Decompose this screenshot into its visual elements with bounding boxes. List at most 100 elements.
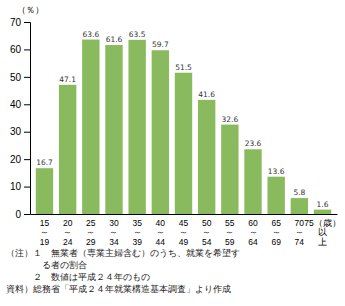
x-tick: 75（歳）以上 [304, 214, 340, 247]
x-tick: 50～54 [202, 214, 212, 247]
data-label: 47.1 [59, 75, 76, 84]
x-tick: 55～59 [225, 214, 235, 247]
x-tick: 35～39 [132, 214, 142, 247]
note: （注）１ 無業者（専業主婦含む）のうち、就業を希望す [6, 248, 240, 258]
x-tick-label-line: ～ [249, 227, 258, 237]
x-tick-label-line: ～ [63, 227, 72, 237]
bar [152, 50, 169, 214]
y-tick-label: 60 [10, 44, 22, 55]
x-tick-label-line: 55 [225, 218, 235, 228]
x-tick-label-line: 20 [63, 218, 73, 228]
x-tick-label-line: 35 [132, 218, 142, 228]
chart: 16.747.163.661.663.559.751.541.632.623.6… [0, 0, 345, 306]
x-tick-label-line: ～ [109, 227, 118, 237]
y-tick-label: 20 [10, 154, 22, 165]
x-tick-label-line: 70 [295, 218, 305, 228]
bars [36, 40, 331, 214]
y-tick-mark [24, 104, 30, 105]
x-tick-label: 35～39 [132, 218, 142, 248]
y-tick-mark [24, 132, 30, 133]
x-axis-line [31, 214, 338, 215]
y-tick: 0 [15, 209, 30, 220]
x-tick-label-line: 39 [132, 237, 142, 247]
data-label: 41.6 [198, 90, 215, 99]
x-tick-label: 75（歳）以上 [304, 218, 340, 248]
x-tick-label: 40～44 [156, 218, 166, 248]
x-tick-label-line: ～ [202, 227, 211, 237]
bar [36, 168, 53, 214]
x-tick-label-line: ～ [86, 227, 95, 237]
y-tick: 60 [10, 44, 30, 55]
x-tick-label: 30～34 [109, 218, 119, 248]
plot: 16.747.163.661.663.559.751.541.632.623.6… [10, 5, 341, 247]
x-tick: 70～74 [295, 214, 305, 247]
x-tick-label-line: 24 [63, 237, 73, 247]
x-tick-label-line: 65 [271, 218, 281, 228]
bar [244, 149, 261, 214]
note: る者の割合 [6, 260, 87, 270]
x-tick-label-line: 44 [156, 237, 166, 247]
x-tick-label-line: 75（歳） [304, 218, 340, 228]
x-tick-label-line: ～ [156, 227, 165, 237]
note: ２ 数値は平成２４年のもの [6, 272, 150, 282]
bar [128, 40, 145, 214]
x-tick: 20～24 [63, 214, 73, 247]
x-tick-label-line: 15 [40, 218, 50, 228]
x-tick-label: 25～29 [86, 218, 96, 248]
x-tick-label-line: 34 [109, 237, 119, 247]
y-tick-mark [24, 77, 30, 78]
data-label: 59.7 [152, 40, 169, 49]
x-tick: 25～29 [86, 214, 96, 247]
x-tick: 45～49 [179, 214, 189, 247]
y-tick-mark [24, 159, 30, 160]
y-axis: 010203040506070 [10, 17, 31, 220]
x-tick-label-line: 60 [248, 218, 258, 228]
bar [291, 198, 308, 214]
x-tick: 65～69 [271, 214, 281, 247]
x-tick: 30～34 [109, 214, 119, 247]
data-label: 63.5 [129, 30, 146, 39]
x-tick-label-line: 45 [179, 218, 189, 228]
x-tick: 15～19 [40, 214, 50, 247]
note: 資料）総務省「平成２４年就業構造基本調査」より作成 [6, 284, 231, 294]
data-label: 32.6 [221, 115, 238, 124]
x-tick-label-line: 74 [295, 237, 305, 247]
x-tick-label: 60～64 [248, 218, 258, 248]
data-label: 13.6 [268, 167, 285, 176]
y-tick-mark [24, 49, 30, 50]
y-tick: 40 [10, 99, 30, 110]
x-tick-label-line: 40 [156, 218, 166, 228]
x-tick-label-line: 29 [86, 237, 96, 247]
y-tick-label: 40 [10, 99, 22, 110]
x-tick-label-line: ～ [179, 227, 188, 237]
y-tick: 70 [10, 17, 30, 28]
bar [221, 125, 238, 214]
x-tick-label-line: 以 [318, 227, 327, 237]
y-tick-label: 70 [10, 17, 22, 28]
data-labels: 16.747.163.661.663.559.751.541.632.623.6… [36, 30, 329, 209]
bar [175, 73, 192, 214]
x-tick-label-line: ～ [225, 227, 234, 237]
y-tick-mark [24, 187, 30, 188]
data-label: 61.6 [106, 35, 123, 44]
x-tick-label-line: 54 [202, 237, 212, 247]
x-tick-label: 55～59 [225, 218, 235, 248]
x-tick-label-line: 59 [225, 237, 235, 247]
data-label: 1.6 [317, 200, 329, 209]
x-tick-label: 70～74 [295, 218, 305, 248]
x-tick-label: 15～19 [40, 218, 50, 248]
bar [198, 100, 215, 214]
y-tick: 20 [10, 154, 30, 165]
y-tick-label: 30 [10, 126, 22, 137]
x-tick-label-line: 69 [271, 237, 281, 247]
notes: （注）１ 無業者（専業主婦含む）のうち、就業を希望す る者の割合 ２ 数値は平成… [6, 248, 240, 294]
x-axis: 15～1920～2425～2930～3435～3940～4445～4950～54… [31, 214, 341, 247]
bar [82, 40, 99, 214]
y-tick-label: 50 [10, 72, 22, 83]
data-label: 63.6 [82, 30, 99, 39]
bar [314, 210, 331, 214]
x-tick-label-line: 上 [318, 237, 327, 247]
y-tick-mark [24, 214, 30, 215]
data-label: 51.5 [175, 63, 192, 72]
y-tick: 30 [10, 126, 30, 137]
